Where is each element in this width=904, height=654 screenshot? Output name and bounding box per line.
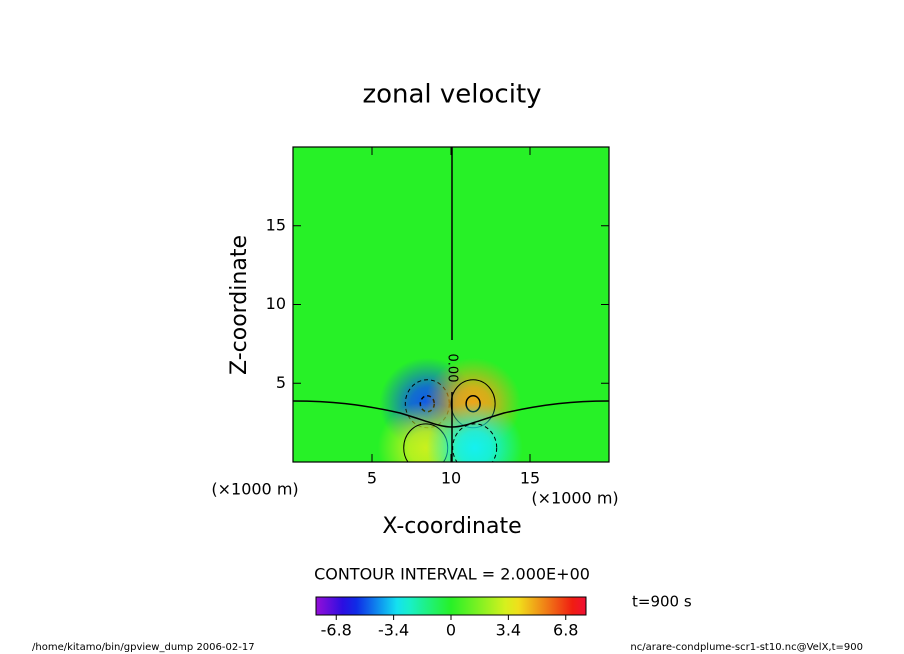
y-unit: (×1000 m) — [211, 480, 298, 499]
x-tick-label: 15 — [520, 469, 540, 488]
x-unit: (×1000 m) — [531, 489, 618, 508]
contour-label: 0.00 — [445, 354, 460, 383]
x-tick-label: 10 — [441, 469, 461, 488]
colorbar — [315, 596, 587, 616]
field-feature — [426, 401, 523, 462]
x-axis-label: X-coordinate — [382, 514, 521, 539]
y-axis-label: Z-coordinate — [227, 235, 252, 375]
colorbar-tick-label: 3.4 — [496, 621, 521, 640]
plot-area — [293, 147, 609, 462]
y-tick-label: 10 — [266, 294, 286, 313]
chart-title: zonal velocity — [362, 80, 541, 110]
y-tick-label: 5 — [276, 373, 286, 392]
y-tick-label: 15 — [266, 215, 286, 234]
colorbar-tick-label: 0 — [446, 621, 456, 640]
zero-contours — [293, 147, 609, 462]
contour-interval: CONTOUR INTERVAL = 2.000E+00 — [314, 565, 590, 584]
colorbar-tick-label: -3.4 — [378, 621, 409, 640]
time-label: t=900 s — [632, 593, 692, 611]
footer-right: nc/arare-condplume-scr1-st10.nc@VelX,t=9… — [630, 642, 863, 653]
x-tick-label: 5 — [367, 469, 377, 488]
footer-left: /home/kitamo/bin/gpview_dump 2006-02-17 — [32, 642, 255, 653]
colorbar-tick-label: 6.8 — [553, 621, 578, 640]
colorbar-tick-label: -6.8 — [321, 621, 352, 640]
